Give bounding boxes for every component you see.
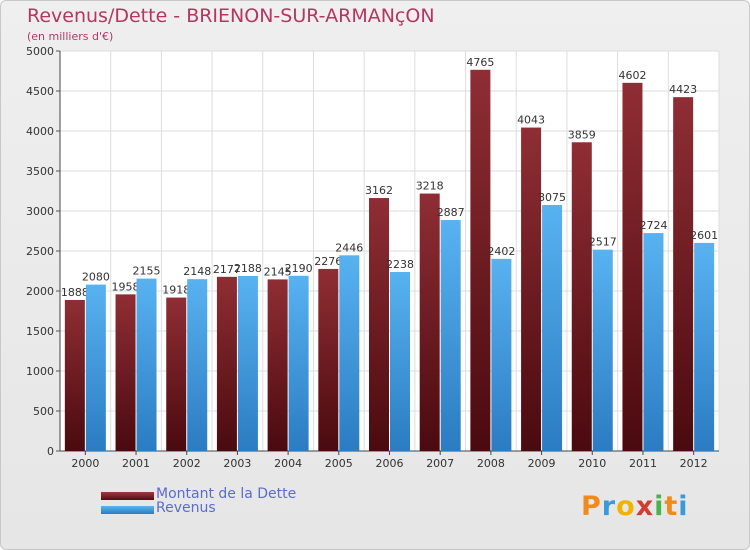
bar-dette (419, 193, 440, 451)
bar-dette (216, 276, 237, 451)
bar-dette (166, 297, 187, 451)
chart-subtitle: (en milliers d'€) (27, 30, 114, 43)
logo-letter: i (678, 491, 689, 522)
y-tick-label: 1500 (26, 325, 54, 338)
data-label-revenus: 2517 (589, 236, 617, 249)
data-label-revenus: 2402 (487, 245, 515, 258)
data-label-dette: 3859 (568, 128, 596, 141)
data-label-dette: 4765 (466, 56, 494, 69)
logo-letter: x (635, 491, 655, 522)
x-tick-label: 2008 (477, 457, 505, 470)
data-label-dette: 4423 (669, 83, 697, 96)
data-label-revenus: 2155 (133, 265, 161, 278)
data-label-revenus: 2887 (437, 206, 465, 219)
x-tick-label: 2002 (173, 457, 201, 470)
logo-letter: P (581, 491, 602, 522)
data-label-revenus: 2601 (690, 229, 718, 242)
y-tick-label: 5000 (26, 45, 54, 58)
bar-dette (369, 198, 389, 451)
data-label-revenus: 2188 (234, 262, 262, 275)
logo-letter: t (664, 491, 679, 522)
legend-swatch-revenus (101, 506, 154, 514)
bar-dette (267, 279, 288, 451)
y-tick-label: 2000 (26, 285, 54, 298)
bar-dette (318, 268, 339, 451)
bar-revenus (491, 258, 512, 451)
bar-dette (622, 82, 643, 451)
bar-revenus (390, 271, 410, 451)
bar-revenus (237, 275, 258, 451)
bar-dette (64, 299, 85, 451)
data-label-dette: 3162 (365, 184, 393, 197)
data-label-dette: 4043 (517, 114, 545, 127)
bar-revenus (542, 205, 563, 451)
bar-dette (673, 97, 694, 451)
x-tick-label: 2007 (426, 457, 454, 470)
y-tick-label: 3500 (26, 165, 54, 178)
bar-dette (115, 294, 136, 451)
x-tick-label: 2010 (578, 457, 606, 470)
bar-revenus (440, 220, 461, 451)
bar-dette (571, 142, 592, 451)
x-tick-label: 2006 (376, 457, 404, 470)
logo-letter: o (616, 491, 636, 522)
data-label-revenus: 2148 (183, 265, 211, 278)
y-tick-label: 3000 (26, 205, 54, 218)
data-label-dette: 3218 (416, 180, 444, 193)
data-label-dette: 4602 (618, 69, 646, 82)
x-tick-label: 2005 (325, 457, 353, 470)
data-label-revenus: 2446 (335, 241, 363, 254)
y-tick-label: 1000 (26, 365, 54, 378)
bar-revenus (694, 242, 715, 451)
x-tick-label: 2009 (528, 457, 556, 470)
bar-revenus (643, 233, 664, 451)
data-label-dette: 1888 (61, 286, 89, 299)
x-tick-label: 2001 (122, 457, 150, 470)
data-label-dette: 2145 (264, 265, 292, 278)
data-label-revenus: 2080 (82, 271, 110, 284)
bar-revenus (592, 249, 613, 451)
legend-swatch-dette (101, 492, 154, 500)
bar-revenus (136, 278, 157, 451)
x-tick-label: 2011 (629, 457, 657, 470)
proxiti-logo: Proxiti (581, 491, 689, 522)
data-label-dette: 1918 (162, 284, 190, 297)
x-tick-label: 2012 (680, 457, 708, 470)
y-tick-label: 4500 (26, 85, 54, 98)
data-label-dette: 2177 (213, 263, 241, 276)
data-label-revenus: 2238 (386, 258, 414, 271)
data-label-dette: 1958 (112, 280, 140, 293)
y-tick-label: 0 (47, 445, 54, 458)
y-tick-label: 2500 (26, 245, 54, 258)
y-tick-label: 500 (33, 405, 54, 418)
bar-dette (470, 69, 491, 452)
data-label-revenus: 2190 (285, 262, 313, 275)
data-label-dette: 2276 (314, 255, 342, 268)
bar-revenus (339, 255, 360, 451)
bar-revenus (187, 279, 208, 451)
data-label-revenus: 2724 (639, 219, 667, 232)
x-tick-label: 2000 (71, 457, 99, 470)
bar-revenus (288, 275, 309, 451)
x-tick-label: 2003 (223, 457, 251, 470)
data-label-revenus: 3075 (538, 191, 566, 204)
legend-label-dette: Montant de la Dette (156, 486, 297, 502)
legend-label-revenus: Revenus (156, 500, 216, 516)
y-tick-label: 4000 (26, 125, 54, 138)
chart-title: Revenus/Dette - BRIENON-SUR-ARMANçON (27, 5, 435, 27)
logo-letter: r (601, 491, 617, 522)
bar-dette (521, 127, 542, 451)
logo-letter: i (654, 491, 665, 522)
bar-revenus (85, 284, 106, 451)
x-tick-label: 2004 (274, 457, 302, 470)
